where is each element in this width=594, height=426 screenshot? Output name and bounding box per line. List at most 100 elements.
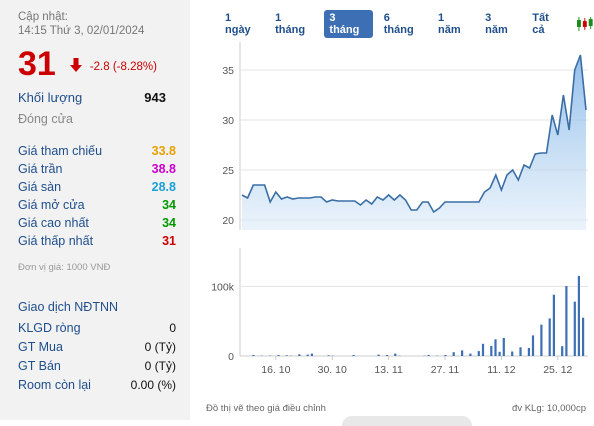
volume-bar <box>394 354 396 356</box>
volume-row: Khối lượng 943 <box>18 88 180 106</box>
volume-bar <box>252 355 254 356</box>
foreign-value: 0.00 (%) <box>131 378 176 392</box>
down-arrow-icon <box>70 58 82 77</box>
volume-bar <box>386 355 388 356</box>
x-tick-label: 30. 10 <box>318 364 347 376</box>
volume-bar <box>378 355 380 356</box>
price-row-item: Giá tham chiếu 33.8 <box>18 142 180 160</box>
volume-bar <box>574 302 576 356</box>
tab-range[interactable]: 1 ngày <box>220 10 264 38</box>
volume-label: Khối lượng <box>18 90 82 105</box>
price-change: -2.8 (-8.28%) <box>90 61 157 73</box>
price-label: Giá mở cửa <box>18 198 85 212</box>
volume-bar <box>353 355 355 356</box>
price-tick-label: 25 <box>222 165 234 177</box>
current-price: 31 <box>18 44 56 84</box>
tab-range[interactable]: 3 năm <box>480 10 521 38</box>
volume-bar <box>469 354 471 356</box>
volume-value: 943 <box>144 90 166 105</box>
volume-bar <box>453 352 455 356</box>
volume-bar <box>561 346 563 356</box>
volume-bar <box>494 339 496 356</box>
scroll-handle[interactable] <box>342 416 472 426</box>
volume-bar <box>540 325 542 356</box>
x-tick-label: 25. 12 <box>543 364 572 376</box>
volume-bar <box>532 335 534 356</box>
close-status: Đóng cửa <box>18 112 180 130</box>
price-label: Giá thấp nhất <box>18 234 93 248</box>
tab-range[interactable]: 3 tháng <box>324 10 372 38</box>
volume-bar <box>328 355 330 356</box>
volume-tick-label: 100k <box>211 281 235 293</box>
update-time: 14:15 Thứ 3, 02/01/2024 <box>18 24 180 38</box>
price-label: Giá tham chiếu <box>18 144 102 158</box>
price-value: 34 <box>162 198 176 212</box>
price-label: Giá cao nhất <box>18 216 89 230</box>
x-tick-label: 13. 11 <box>374 364 403 376</box>
foreign-row-item: Room còn lại 0.00 (%) <box>18 375 180 394</box>
price-value: 31 <box>162 234 176 248</box>
volume-bar <box>553 295 555 356</box>
price-row-item: Giá trần 38.8 <box>18 160 180 178</box>
price-row-item: Giá thấp nhất 31 <box>18 232 180 250</box>
volume-bar <box>277 355 279 356</box>
tab-range[interactable]: 1 tháng <box>270 10 318 38</box>
candlestick-icon[interactable] <box>576 16 594 32</box>
foreign-label: Room còn lại <box>18 378 91 392</box>
foreign-value: 0 (Tỷ) <box>145 359 176 373</box>
volume-bar <box>428 355 430 356</box>
foreign-value: 0 <box>169 321 176 335</box>
price-tick-label: 30 <box>222 115 234 127</box>
x-tick-label: 16. 10 <box>261 364 290 376</box>
foreign-row-item: GT Bán 0 (Tỷ) <box>18 356 180 375</box>
x-tick-label: 27. 11 <box>431 364 460 376</box>
tab-range[interactable]: 1 năm <box>433 10 474 38</box>
price-unit-note: Đơn vị giá: 1000 VNĐ <box>18 262 180 276</box>
foreign-trading-title: Giao dịch NĐTNN <box>18 300 180 318</box>
volume-bar <box>565 286 567 356</box>
volume-bar <box>311 354 313 356</box>
tab-range[interactable]: Tất cả <box>527 10 568 38</box>
volume-bar <box>549 318 551 356</box>
price-tick-label: 35 <box>222 65 234 77</box>
price-row: 31 -2.8 (-8.28%) <box>18 44 180 84</box>
price-area <box>242 55 586 230</box>
price-value: 38.8 <box>152 162 176 176</box>
volume-bar <box>461 350 463 356</box>
price-value: 33.8 <box>152 144 176 158</box>
chart-panel: 20 25 30 35 0 100k 16. 10 30. 10 13. 11 27. 11 11.… <box>190 0 594 420</box>
foreign-label: GT Mua <box>18 340 63 354</box>
volume-bar <box>503 338 505 356</box>
volume-bar <box>511 352 513 357</box>
volume-bar <box>582 318 584 356</box>
stock-info-panel: Cập nhật: 14:15 Thứ 3, 02/01/2024 31 -2.… <box>0 0 190 420</box>
price-value: 34 <box>162 216 176 230</box>
tab-range[interactable]: 6 tháng <box>379 10 427 38</box>
update-label: Cập nhật: <box>18 10 180 24</box>
foreign-label: GT Bán <box>18 359 61 373</box>
volume-bar <box>298 354 300 356</box>
volume-bar <box>307 355 309 356</box>
volume-bar <box>490 346 492 356</box>
price-label: Giá trần <box>18 162 62 176</box>
price-value: 28.8 <box>152 180 176 194</box>
price-volume-chart: 20 25 30 35 0 100k 16. 10 30. 10 13. 11 27. 11 11.… <box>190 0 594 420</box>
volume-tick-label: 0 <box>228 351 234 363</box>
x-tick-label: 11. 12 <box>487 364 516 376</box>
volume-bar <box>482 344 484 356</box>
volume-bar <box>286 355 288 356</box>
volume-bar <box>499 352 501 356</box>
volume-bar <box>578 276 580 356</box>
chart-footnote: Đồ thị vẽ theo giá điều chỉnh <box>206 403 326 414</box>
foreign-label: KLGD ròng <box>18 321 81 335</box>
volume-bar <box>519 347 521 356</box>
price-row-item: Giá cao nhất 34 <box>18 214 180 232</box>
volume-bar <box>478 351 480 356</box>
volume-bar <box>528 348 530 356</box>
price-tick-label: 20 <box>222 215 234 227</box>
